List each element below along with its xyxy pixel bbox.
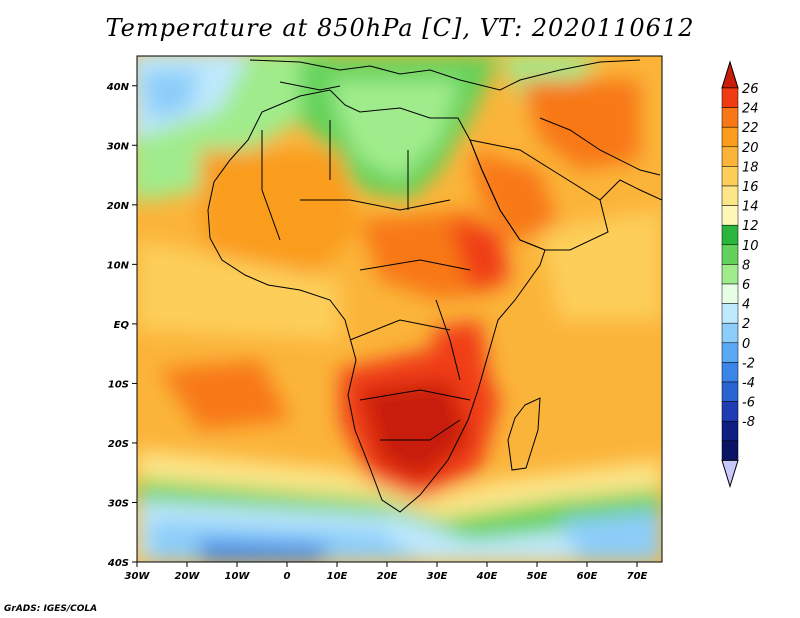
x-tick-label: 50E [527, 571, 548, 582]
colorbar-swatch [721, 440, 739, 461]
y-tick-label: 20N [107, 201, 130, 212]
colorbar-swatch [721, 126, 739, 148]
x-tick-label: 40E [476, 571, 498, 582]
x-tick-label: 10W [225, 571, 251, 582]
colorbar-label: -2 [742, 356, 755, 371]
colorbar-label: 12 [742, 219, 759, 234]
colorbar-label: 20 [742, 141, 759, 156]
y-tick-label: 40S [107, 558, 129, 569]
colorbar-label: 6 [742, 278, 750, 293]
plot-frame [136, 55, 663, 563]
x-tick-label: 20W [175, 571, 201, 582]
y-tick-label: 20S [108, 439, 129, 450]
colorbar-swatch [721, 303, 739, 324]
x-tick-label: 70E [627, 571, 648, 582]
y-tick-label: 30N [107, 141, 130, 152]
y-tick-label: 10S [108, 379, 129, 390]
colorbar-label: 24 [742, 102, 759, 117]
colorbar-swatch [721, 381, 739, 402]
colorbar-label: 14 [742, 200, 759, 215]
colorbar-swatch [721, 420, 739, 442]
colorbar-top-arrow [721, 60, 739, 89]
colorbar-swatch [721, 322, 739, 344]
y-tick-label: 30S [108, 498, 129, 509]
colorbar-swatch [721, 342, 739, 363]
colorbar-bottom-arrow [721, 459, 739, 489]
colorbar-label: 4 [742, 298, 750, 313]
colorbar-swatch [721, 205, 739, 226]
colorbar-swatch [721, 362, 739, 383]
colorbar-swatch [721, 146, 739, 167]
colorbar-swatch [721, 264, 739, 285]
colorbar-label: 18 [742, 160, 759, 175]
colorbar-label: 8 [742, 258, 750, 273]
colorbar-label: -6 [742, 396, 755, 411]
x-tick-label: 0 [284, 571, 291, 582]
colorbar-label: 2 [742, 317, 750, 332]
colorbar-label: -4 [742, 376, 755, 391]
colorbar-swatch [721, 283, 739, 304]
colorbar-swatch [721, 166, 739, 187]
y-tick-label: 10N [107, 260, 130, 271]
temperature-field [137, 56, 662, 562]
colorbar-swatch [721, 224, 739, 246]
x-tick-label: 20E [377, 571, 398, 582]
colorbar-swatch [721, 87, 739, 108]
x-tick-label: 60E [577, 571, 598, 582]
colorbar-label: 16 [742, 180, 759, 195]
credit-label: GrADS: IGES/COLA [4, 604, 98, 614]
x-tick-label: 30E [427, 571, 448, 582]
colorbar-swatch [721, 185, 739, 206]
y-tick-label: 40N [106, 82, 130, 93]
colorbar-label: 22 [742, 121, 759, 136]
colorbar-label: 0 [742, 337, 750, 352]
axis-ticks: 40N 30N 20N 10N EQ 10S 20S 30S 40S 30W 20W 10W 0 10E 2… [106, 82, 648, 582]
colorbar-label: -8 [742, 415, 755, 430]
colorbar-label: 10 [742, 239, 759, 254]
colorbar-swatch [721, 244, 739, 265]
x-tick-label: 10E [327, 571, 348, 582]
map-title: Temperature at 850hPa [C], VT: 202011061… [105, 14, 695, 42]
coastlines [207, 59, 662, 513]
colorbar-swatch [721, 107, 739, 128]
colorbar-swatch [721, 401, 739, 422]
y-tick-label: EQ [114, 320, 130, 331]
colorbar-label: 26 [742, 82, 759, 97]
x-tick-label: 30W [125, 571, 151, 582]
